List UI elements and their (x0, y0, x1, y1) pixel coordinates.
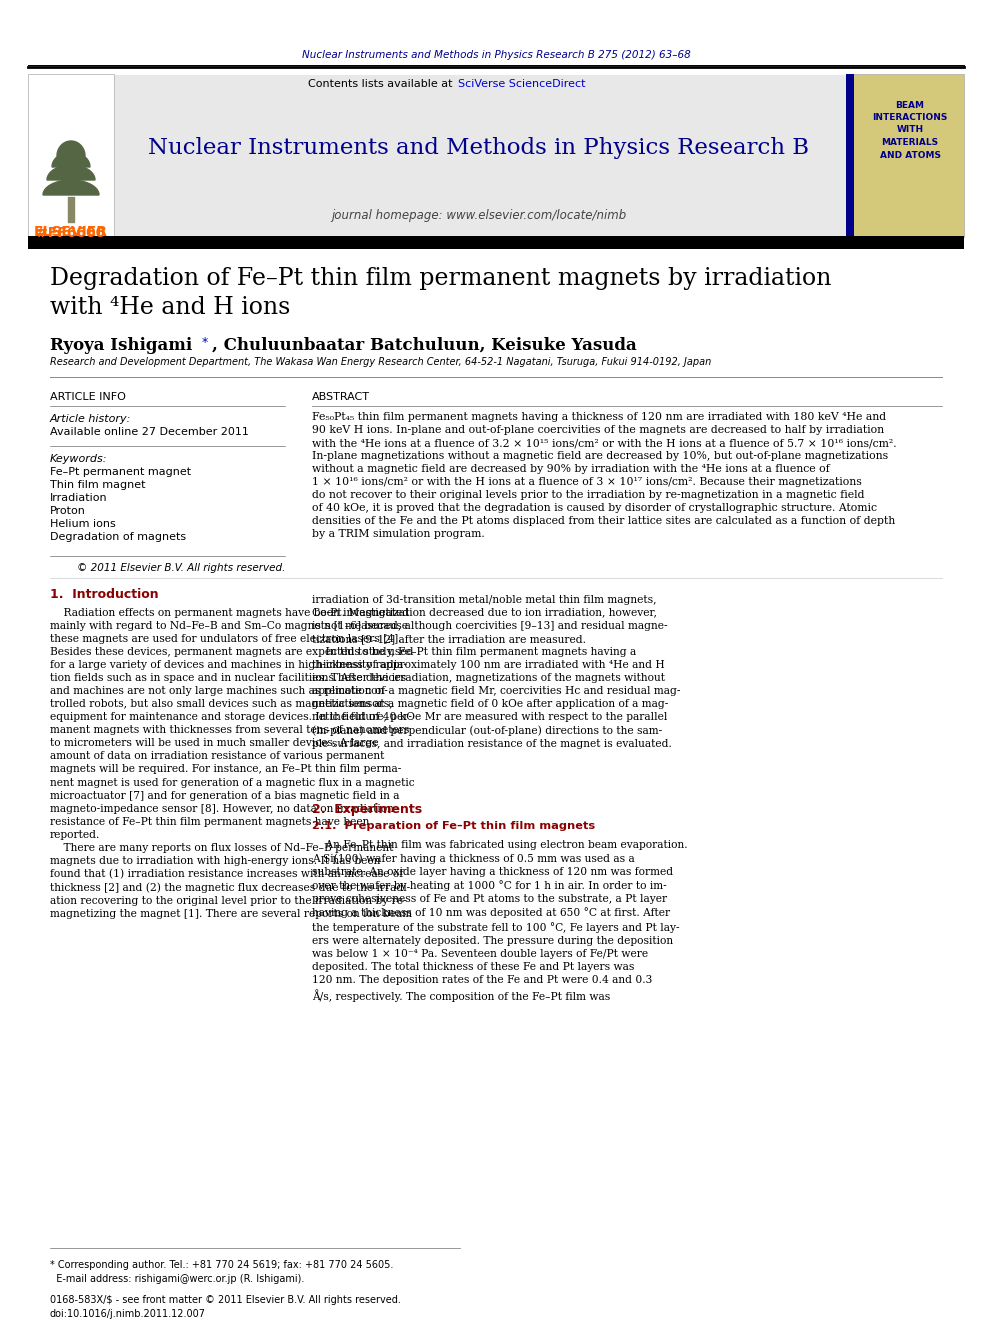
Text: with ⁴He and H ions: with ⁴He and H ions (50, 296, 291, 319)
Text: Nuclear Instruments and Methods in Physics Research B 275 (2012) 63–68: Nuclear Instruments and Methods in Physi… (302, 50, 690, 60)
Text: ELSEVIER: ELSEVIER (34, 225, 108, 239)
Text: 2.1.  Preparation of Fe–Pt thin film magnets: 2.1. Preparation of Fe–Pt thin film magn… (312, 822, 595, 831)
Text: Radiation effects on permanent magnets have been investigated
mainly with regard: Radiation effects on permanent magnets h… (50, 609, 415, 919)
Text: Degradation of magnets: Degradation of magnets (50, 532, 186, 542)
Bar (28, 74, 114, 237)
Text: ABSTRACT: ABSTRACT (312, 392, 370, 402)
Polygon shape (43, 180, 99, 194)
Text: Proton: Proton (50, 505, 86, 516)
Text: Keywords:: Keywords: (50, 454, 107, 464)
Text: *: * (198, 336, 208, 348)
Text: 2.  Experiments: 2. Experiments (312, 803, 423, 816)
Text: journal homepage: www.elsevier.com/locate/nimb: journal homepage: www.elsevier.com/locat… (331, 209, 627, 221)
Text: Ryoya Ishigami: Ryoya Ishigami (50, 336, 192, 353)
Polygon shape (52, 152, 90, 167)
Text: , Chuluunbaatar Batchuluun, Keisuke Yasuda: , Chuluunbaatar Batchuluun, Keisuke Yasu… (212, 336, 637, 353)
Text: © 2011 Elsevier B.V. All rights reserved.: © 2011 Elsevier B.V. All rights reserved… (76, 564, 285, 573)
Bar (113, 75, 846, 238)
Text: ARTICLE INFO: ARTICLE INFO (50, 392, 126, 402)
Text: Contents lists available at: Contents lists available at (308, 79, 456, 89)
Text: BEAM
INTERACTIONS
WITH
MATERIALS
AND ATOMS: BEAM INTERACTIONS WITH MATERIALS AND ATO… (872, 101, 947, 160)
Polygon shape (57, 142, 85, 156)
Text: Thin film magnet: Thin film magnet (50, 480, 146, 490)
Text: Fe–Pt permanent magnet: Fe–Pt permanent magnet (50, 467, 191, 478)
Bar (846, 74, 854, 237)
Text: Article history:: Article history: (50, 414, 131, 423)
Text: #FF6600: #FF6600 (37, 226, 105, 239)
Text: 1.  Introduction: 1. Introduction (50, 589, 159, 602)
Text: Fe₅₀Pt₄₅ thin film permanent magnets having a thickness of 120 nm are irradiated: Fe₅₀Pt₄₅ thin film permanent magnets hav… (312, 411, 897, 540)
Text: 0168-583X/$ - see front matter © 2011 Elsevier B.V. All rights reserved.
doi:10.: 0168-583X/$ - see front matter © 2011 El… (50, 1295, 401, 1319)
Text: Degradation of Fe–Pt thin film permanent magnets by irradiation: Degradation of Fe–Pt thin film permanent… (50, 266, 831, 290)
Text: SciVerse ScienceDirect: SciVerse ScienceDirect (458, 79, 585, 89)
Text: irradiation of 3d-transition metal/noble metal thin film magnets,
Co-Pt. Magneti: irradiation of 3d-transition metal/noble… (312, 595, 681, 749)
Text: * Corresponding author. Tel.: +81 770 24 5619; fax: +81 770 24 5605.
  E-mail ad: * Corresponding author. Tel.: +81 770 24… (50, 1259, 394, 1285)
Text: Helium ions: Helium ions (50, 519, 116, 529)
Text: Research and Development Department, The Wakasa Wan Energy Research Center, 64-5: Research and Development Department, The… (50, 357, 711, 366)
Text: An Fe–Pt thin film was fabricated using electron beam evaporation.
A Si(100) waf: An Fe–Pt thin film was fabricated using … (312, 840, 687, 1002)
Bar (28, 235, 964, 249)
Text: Available online 27 December 2011: Available online 27 December 2011 (50, 427, 249, 437)
Polygon shape (47, 165, 95, 180)
Text: Irradiation: Irradiation (50, 493, 107, 503)
Text: Nuclear Instruments and Methods in Physics Research B: Nuclear Instruments and Methods in Physi… (149, 138, 809, 159)
Bar (846, 74, 964, 237)
